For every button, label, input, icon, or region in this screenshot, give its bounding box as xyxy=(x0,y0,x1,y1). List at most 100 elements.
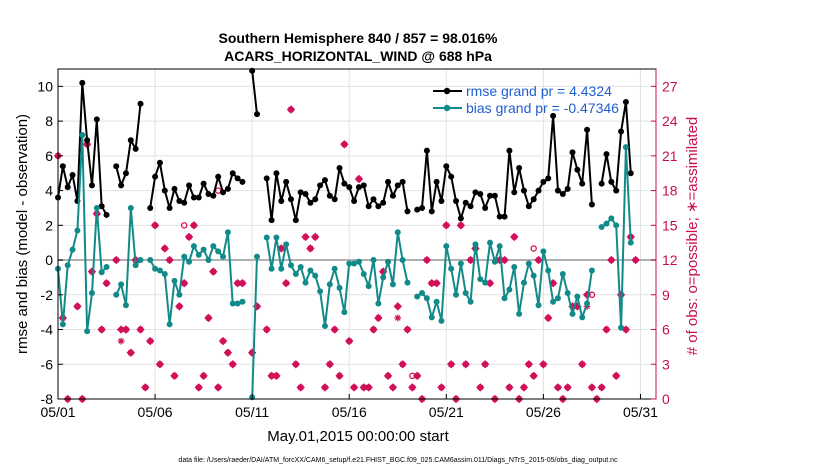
obs-assimilated-marker xyxy=(263,326,271,333)
point-bias xyxy=(210,243,217,250)
obs-assimilated-marker xyxy=(423,256,431,264)
point-rmse xyxy=(93,116,100,123)
point-bias xyxy=(186,258,193,265)
point-rmse xyxy=(195,194,202,201)
point-rmse xyxy=(472,189,479,196)
point-bias xyxy=(152,265,159,272)
point-bias xyxy=(341,309,348,316)
y2-tick-label: 24 xyxy=(662,113,678,129)
obs-assimilated-marker xyxy=(321,384,329,391)
point-bias xyxy=(127,204,134,211)
point-bias xyxy=(59,321,66,328)
point-bias xyxy=(477,276,484,283)
y-tick-label: 6 xyxy=(45,148,53,164)
obs-assimilated-marker xyxy=(442,221,450,229)
point-bias xyxy=(622,144,629,151)
point-bias xyxy=(419,290,426,297)
point-bias xyxy=(613,222,620,229)
point-bias xyxy=(161,270,168,277)
obs-assimilated-marker xyxy=(481,360,489,368)
point-rmse xyxy=(287,196,294,203)
point-rmse xyxy=(113,163,120,170)
obs-assimilated-marker xyxy=(117,337,125,345)
legend-rmse-marker xyxy=(443,87,451,95)
point-bias xyxy=(491,258,498,265)
y2-tick-label: 3 xyxy=(662,356,670,372)
legend-bias-marker xyxy=(443,104,451,112)
obs-assimilated-marker xyxy=(180,279,188,287)
point-bias xyxy=(496,243,503,250)
point-rmse xyxy=(423,147,430,154)
point-bias xyxy=(234,300,241,307)
point-rmse xyxy=(254,111,261,118)
point-rmse xyxy=(176,198,183,204)
point-rmse xyxy=(273,170,280,177)
point-bias xyxy=(457,260,464,267)
obs-assimilated-marker xyxy=(598,384,606,391)
obs-assimilated-marker xyxy=(200,372,208,380)
point-rmse xyxy=(554,187,561,194)
y2-tick-label: 18 xyxy=(662,183,678,199)
obs-assimilated-marker xyxy=(190,221,198,229)
y-axis-right: 0 3 6 9 12 15 18 21 24 27 xyxy=(651,69,678,407)
point-bias xyxy=(351,260,358,267)
point-rmse xyxy=(341,180,348,187)
obs-assimilated-marker xyxy=(433,279,441,287)
y-tick-label: 0 xyxy=(45,252,53,268)
point-bias xyxy=(506,286,513,293)
point-rmse xyxy=(200,180,207,187)
point-rmse xyxy=(336,165,343,171)
x-tick-label: 05/01 xyxy=(40,404,75,420)
point-rmse xyxy=(355,184,362,191)
chart-title: Southern Hemisphere 840 / 857 = 98.016% xyxy=(219,30,499,46)
point-bias xyxy=(122,302,129,309)
point-bias xyxy=(263,234,270,241)
point-bias xyxy=(273,234,280,241)
point-bias xyxy=(428,314,435,321)
point-rmse xyxy=(137,100,144,107)
point-bias xyxy=(627,239,634,246)
obs-assimilated-marker xyxy=(311,233,319,241)
obs-assimilated-marker xyxy=(195,384,203,391)
obs-assimilated-marker xyxy=(374,314,382,322)
obs-assimilated-marker xyxy=(588,384,596,391)
point-bias xyxy=(200,246,207,253)
point-rmse xyxy=(321,177,328,184)
point-bias xyxy=(579,314,586,321)
point-rmse xyxy=(380,199,387,206)
obs-assimilated-marker xyxy=(476,384,484,391)
point-bias xyxy=(307,267,314,274)
point-bias xyxy=(486,239,493,246)
point-rmse xyxy=(186,182,193,189)
y-tick-label: 4 xyxy=(45,183,53,199)
point-bias xyxy=(88,290,95,297)
point-rmse xyxy=(414,206,421,213)
point-bias xyxy=(287,262,294,269)
obs-assimilated-marker xyxy=(205,314,212,322)
y-axis-left: -8 -6 -4 -2 0 2 4 6 8 10 xyxy=(37,78,63,407)
point-bias xyxy=(618,324,625,331)
point-bias xyxy=(554,295,561,302)
y-axis-label: rmse and bias (model - observation) xyxy=(14,114,31,354)
y-tick-label: 10 xyxy=(37,78,53,94)
point-bias xyxy=(385,258,392,265)
point-rmse xyxy=(69,171,76,178)
point-rmse xyxy=(428,208,435,215)
point-bias xyxy=(535,302,542,309)
obs-assimilated-marker xyxy=(209,268,217,276)
point-bias xyxy=(278,265,285,272)
point-bias xyxy=(336,284,343,291)
y-tick-label: 8 xyxy=(45,113,53,129)
point-bias xyxy=(467,298,474,305)
point-rmse xyxy=(550,112,557,119)
point-bias xyxy=(220,253,227,260)
point-bias xyxy=(355,258,362,265)
obs-assimilated-marker xyxy=(287,106,295,113)
point-bias xyxy=(516,310,523,317)
point-rmse xyxy=(122,170,129,177)
point-rmse xyxy=(224,185,231,192)
point-rmse xyxy=(346,184,353,191)
point-rmse xyxy=(516,165,523,171)
point-bias xyxy=(64,262,71,269)
point-rmse xyxy=(525,203,532,210)
